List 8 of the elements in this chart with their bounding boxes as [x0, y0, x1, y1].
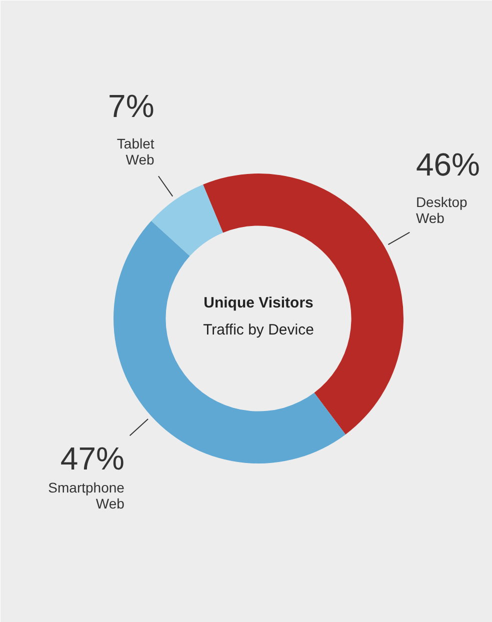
data-label: 47% — [60, 440, 124, 476]
data-label: 7% — [108, 88, 154, 124]
slice-label: Smartphone Web — [48, 480, 125, 512]
slice-label: Tablet Web — [116, 135, 154, 168]
text: Unique Visitors — [204, 294, 314, 312]
data-label: 46% — [416, 146, 480, 182]
text: Traffic by Device — [203, 321, 314, 338]
slice-label: Desktop Web — [416, 194, 468, 226]
